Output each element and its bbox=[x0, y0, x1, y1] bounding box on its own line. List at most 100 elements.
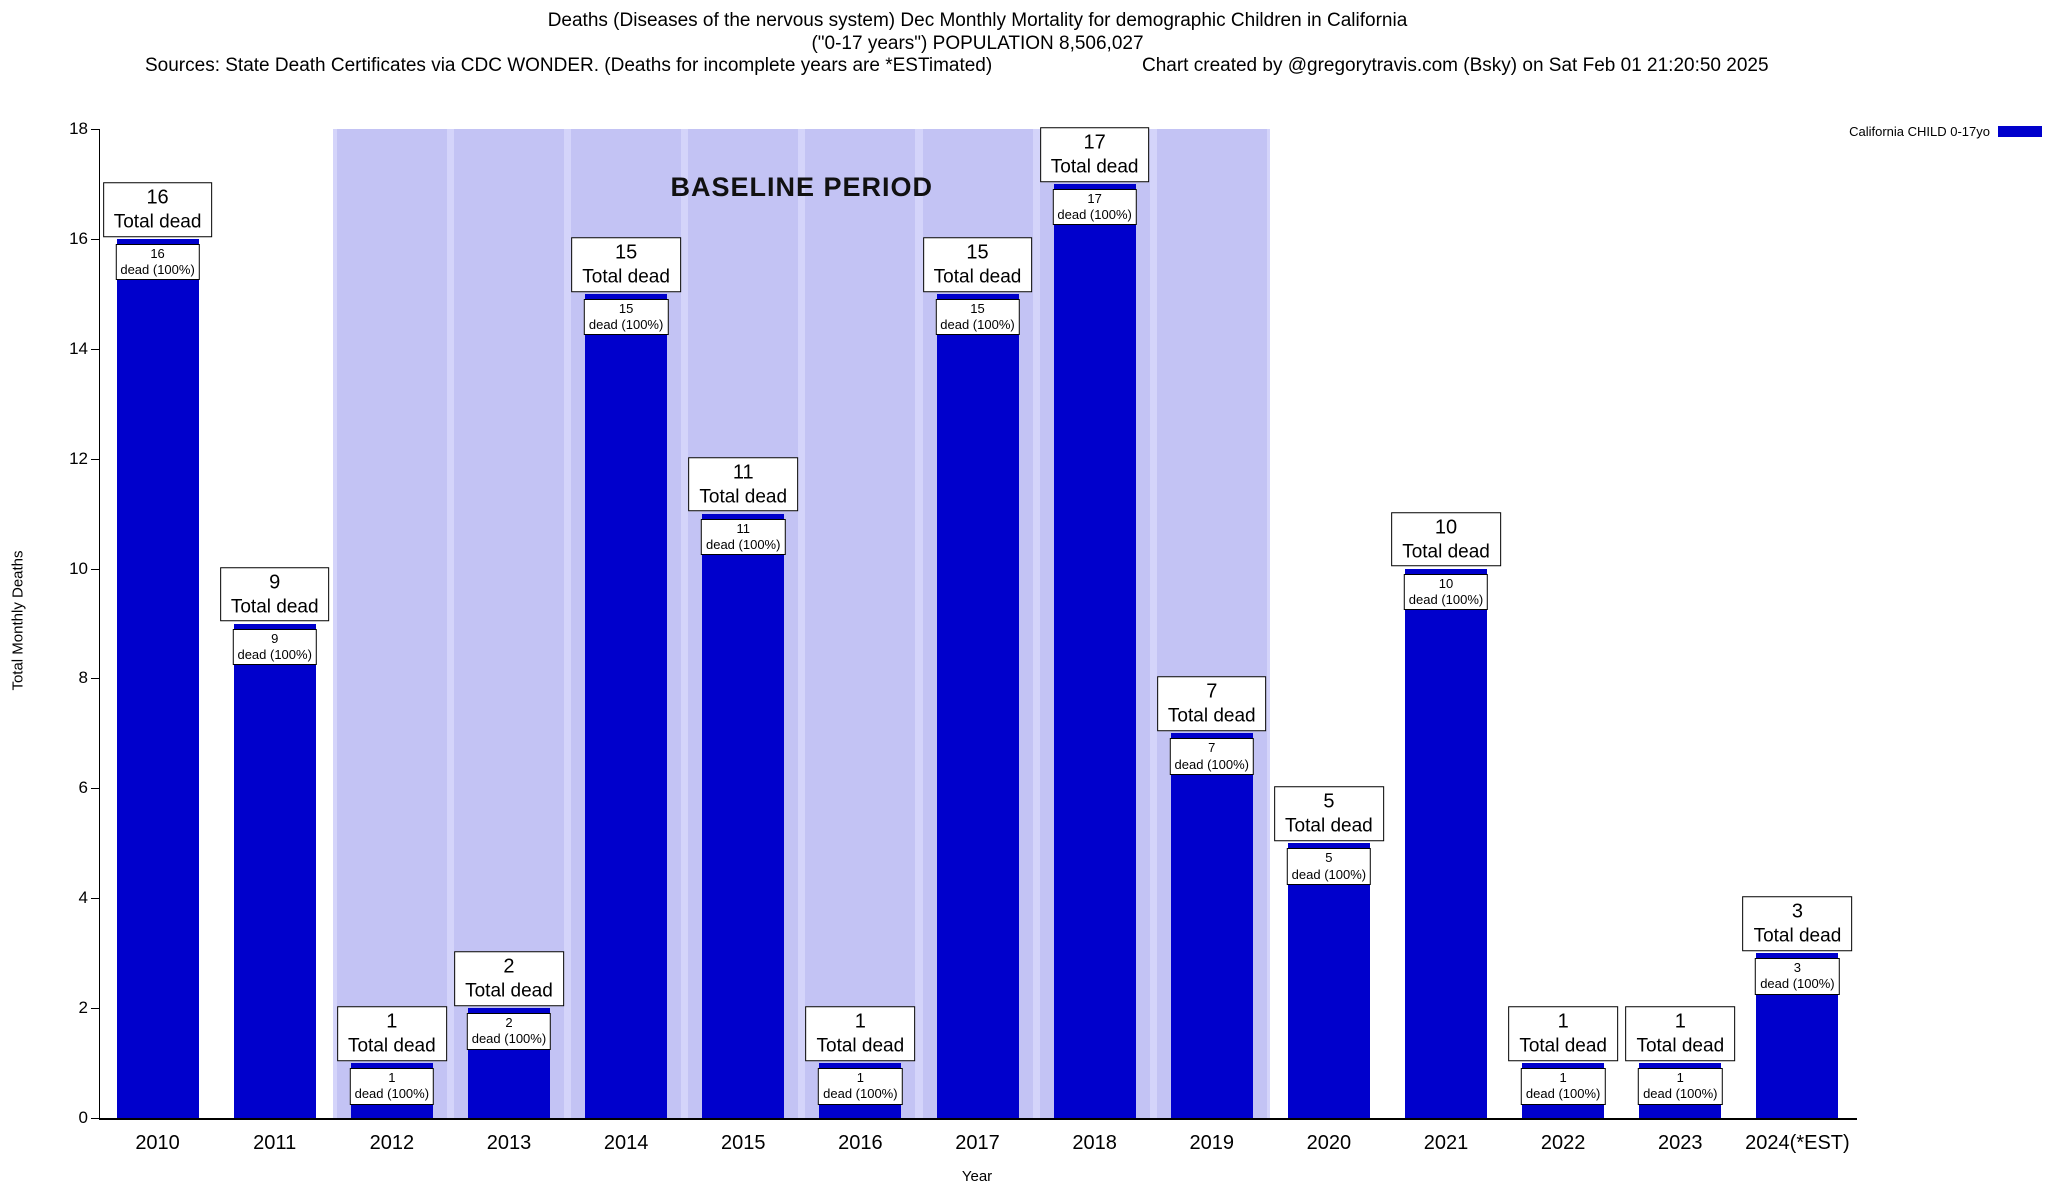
bar-2017 bbox=[936, 293, 1019, 1118]
legend-label: California CHILD 0-17yo bbox=[1849, 124, 1990, 139]
x-tick-label: 2013 bbox=[486, 1132, 532, 1154]
bar-value-label: 16 dead (100%) bbox=[115, 243, 200, 281]
y-axis-line bbox=[99, 129, 100, 1119]
y-tick-mark bbox=[91, 788, 99, 790]
bar-value-label: 5 dead (100%) bbox=[1286, 848, 1372, 885]
bar-value-count: 16 bbox=[150, 245, 165, 261]
bar-value-count: 17 bbox=[1087, 190, 1102, 206]
chart-title-line1: Deaths (Diseases of the nervous system) … bbox=[547, 10, 1408, 31]
x-tick-label: 2024(*EST) bbox=[1745, 1132, 1850, 1154]
y-tick-mark bbox=[91, 678, 99, 680]
total-dead-count: 5 bbox=[1323, 790, 1335, 813]
y-tick-label: 2 bbox=[78, 998, 88, 1018]
y-tick-mark bbox=[91, 129, 99, 130]
total-dead-text: Total dead bbox=[933, 266, 1022, 288]
total-dead-text: Total dead bbox=[1167, 705, 1256, 727]
x-tick-label: 2023 bbox=[1658, 1132, 1703, 1154]
x-tick-label: 2018 bbox=[1072, 1132, 1117, 1154]
total-dead-label: 1 Total dead bbox=[1508, 1006, 1618, 1062]
bar-value-label: 10 dead (100%) bbox=[1403, 573, 1489, 611]
total-dead-label: 3 Total dead bbox=[1742, 896, 1853, 952]
total-dead-text: Total dead bbox=[347, 1035, 436, 1057]
y-tick-mark bbox=[91, 1118, 99, 1119]
bar-value-label: 1 dead (100%) bbox=[818, 1068, 903, 1105]
x-tick-label: 2015 bbox=[720, 1132, 766, 1154]
x-axis-line bbox=[99, 1118, 1857, 1120]
baseline-period-label: BASELINE PERIOD bbox=[670, 172, 934, 202]
bar-value-count: 2 bbox=[505, 1015, 513, 1031]
y-tick-mark bbox=[91, 458, 99, 460]
total-dead-label: 15 Total dead bbox=[571, 237, 681, 292]
bar-value-count: 7 bbox=[1208, 740, 1216, 756]
bar-2021 bbox=[1405, 568, 1488, 1118]
x-tick-label: 2017 bbox=[955, 1132, 1000, 1154]
x-tick-label: 2010 bbox=[135, 1132, 180, 1154]
total-dead-label: 9 Total dead bbox=[219, 566, 330, 622]
bar-value-count: 10 bbox=[1438, 575, 1454, 591]
bar-value-label: 15 dead (100%) bbox=[935, 298, 1020, 336]
y-tick-label: 0 bbox=[78, 1108, 88, 1127]
bar-value-count: 1 bbox=[1559, 1070, 1567, 1086]
total-dead-count: 16 bbox=[146, 186, 169, 209]
chart-credit: Chart created by @gregorytravis.com (Bsk… bbox=[1142, 55, 1769, 76]
bar-value-text: dead (100%) bbox=[823, 1086, 898, 1102]
total-dead-text: Total dead bbox=[1753, 925, 1842, 947]
total-dead-text: Total dead bbox=[1402, 540, 1490, 562]
bar-value-label: 11 dead (100%) bbox=[700, 518, 786, 556]
total-dead-text: Total dead bbox=[465, 980, 553, 1002]
x-tick-label: 2020 bbox=[1306, 1132, 1352, 1154]
total-dead-count: 15 bbox=[966, 241, 989, 264]
bar-value-count: 3 bbox=[1793, 960, 1802, 976]
total-dead-count: 15 bbox=[614, 241, 638, 264]
chart-sources: Sources: State Death Certificates via CD… bbox=[145, 55, 993, 76]
total-dead-label: 1 Total dead bbox=[1625, 1006, 1736, 1062]
total-dead-count: 1 bbox=[1557, 1010, 1569, 1033]
x-tick-label: 2022 bbox=[1540, 1132, 1586, 1154]
x-tick-label: 2012 bbox=[369, 1132, 415, 1154]
total-dead-label: 16 Total dead bbox=[102, 182, 213, 237]
total-dead-text: Total dead bbox=[1636, 1035, 1725, 1057]
total-dead-count: 1 bbox=[1674, 1010, 1686, 1033]
y-tick-label: 16 bbox=[69, 228, 88, 248]
bar-value-label: 1 dead (100%) bbox=[1520, 1068, 1606, 1105]
bar-value-text: dead (100%) bbox=[940, 317, 1015, 333]
y-tick-label: 12 bbox=[69, 448, 88, 468]
total-dead-label: 15 Total dead bbox=[922, 237, 1033, 292]
total-dead-count: 10 bbox=[1434, 515, 1458, 538]
baseline-stripe bbox=[336, 129, 447, 1118]
total-dead-text: Total dead bbox=[113, 211, 202, 233]
bar-value-count: 11 bbox=[736, 520, 750, 536]
bar-value-text: dead (100%) bbox=[1525, 1086, 1601, 1102]
bar-value-text: dead (100%) bbox=[120, 262, 195, 278]
total-dead-count: 11 bbox=[732, 460, 754, 483]
total-dead-count: 2 bbox=[503, 955, 515, 978]
x-tick-label: 2019 bbox=[1189, 1132, 1235, 1154]
legend-swatch bbox=[1998, 126, 2042, 137]
bar-value-count: 1 bbox=[388, 1070, 396, 1086]
bar-value-label: 7 dead (100%) bbox=[1169, 738, 1254, 775]
y-tick-label: 6 bbox=[78, 778, 88, 798]
y-tick-label: 10 bbox=[69, 558, 88, 578]
bar-value-count: 5 bbox=[1325, 850, 1333, 866]
bar-value-text: dead (100%) bbox=[588, 317, 664, 333]
x-axis-title: Year bbox=[961, 1168, 993, 1185]
bar-value-text: dead (100%) bbox=[1643, 1086, 1718, 1102]
y-tick-label: 8 bbox=[78, 668, 88, 688]
total-dead-text: Total dead bbox=[582, 266, 670, 288]
bar-value-text: dead (100%) bbox=[1291, 866, 1367, 882]
baseline-stripe bbox=[805, 129, 916, 1118]
total-dead-count: 1 bbox=[386, 1010, 398, 1033]
total-dead-text: Total dead bbox=[1519, 1035, 1607, 1057]
total-dead-count: 1 bbox=[854, 1010, 866, 1033]
chart-title-line2: ("0-17 years") POPULATION 8,506,027 bbox=[811, 33, 1144, 54]
bar-value-count: 1 bbox=[1676, 1070, 1684, 1086]
total-dead-text: Total dead bbox=[1050, 156, 1139, 178]
x-tick-label: 2014 bbox=[603, 1132, 649, 1154]
bar-value-count: 1 bbox=[856, 1070, 864, 1086]
y-tick-mark bbox=[91, 568, 99, 570]
legend: California CHILD 0-17yo bbox=[1849, 124, 2042, 139]
bar-value-text: dead (100%) bbox=[1057, 207, 1132, 223]
y-tick-mark bbox=[91, 898, 99, 900]
